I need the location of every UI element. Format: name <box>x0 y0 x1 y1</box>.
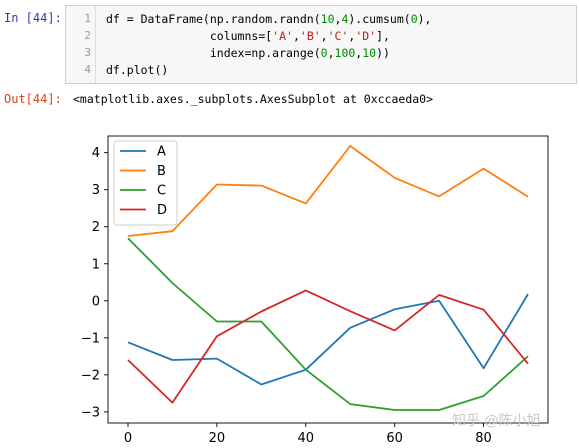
code-token: ).cumsum( <box>348 12 411 26</box>
legend-box <box>113 140 178 226</box>
legend-label-c: C <box>157 184 166 199</box>
code-token: , <box>355 46 363 60</box>
code-token: 'D' <box>355 29 377 43</box>
output-text: <matplotlib.axes._subplots.AxesSubplot a… <box>73 92 434 106</box>
code-line: df.plot() <box>106 62 168 78</box>
y-tick-label: −3 <box>81 405 100 420</box>
series-line-c <box>127 237 529 411</box>
x-tick-label: 20 <box>209 431 226 446</box>
x-tick-label: 60 <box>386 431 403 446</box>
watermark: 知乎 @陈小旭 <box>452 413 541 429</box>
code-token: columns=[ <box>106 29 273 43</box>
legend-label-d: D <box>157 203 167 218</box>
code-token: ], <box>376 29 390 43</box>
y-tick-label: 0 <box>92 294 100 309</box>
code-token: 0 <box>320 46 328 60</box>
line-number: 4 <box>84 63 91 76</box>
code-token: df = DataFrame(np.random.randn( <box>106 12 321 26</box>
code-token: 'C' <box>327 29 349 43</box>
y-tick-label: 1 <box>92 257 100 272</box>
code-token: )) <box>376 46 390 60</box>
y-tick-label: 2 <box>92 220 100 235</box>
legend-label-b: B <box>157 164 166 179</box>
output-prompt: Out[44]: <box>4 92 62 106</box>
code-line: columns=['A','B','C','D'], <box>106 28 390 44</box>
series-line-d <box>127 289 529 404</box>
y-tick-label: 4 <box>92 146 100 161</box>
series-line-b <box>127 145 529 237</box>
x-tick-label: 80 <box>475 431 492 446</box>
code-token: 10 <box>362 46 377 60</box>
legend-label-a: A <box>157 145 166 160</box>
line-number-gutter: 1 2 3 4 <box>66 6 96 83</box>
code-token: , <box>334 12 342 26</box>
code-token: 0 <box>410 12 418 26</box>
line-number: 1 <box>84 12 91 25</box>
code-token: 'A' <box>272 29 293 43</box>
code-token: 'B' <box>299 29 321 43</box>
x-tick-label: 0 <box>124 431 132 446</box>
code-token: 100 <box>334 46 356 60</box>
code-token: , <box>327 46 335 60</box>
code-token: ), <box>417 12 432 26</box>
x-tick-label: 40 <box>298 431 315 446</box>
code-token: df.plot() <box>106 63 169 77</box>
y-tick-label: 3 <box>92 183 100 198</box>
plot-frame <box>107 135 549 424</box>
code-token: 10 <box>320 12 335 26</box>
code-line: df = DataFrame(np.random.randn(10,4).cum… <box>106 11 431 27</box>
line-number: 3 <box>84 46 91 59</box>
code-token: , <box>292 29 300 43</box>
y-tick-label: −1 <box>81 331 100 346</box>
code-token: index=np.arange( <box>106 46 321 60</box>
code-token: , <box>320 29 328 43</box>
code-token: , <box>348 29 356 43</box>
code-line: index=np.arange(0,100,10)) <box>106 45 390 61</box>
y-tick-label: −2 <box>81 368 100 383</box>
series-line-a <box>127 293 529 386</box>
code-token: 4 <box>341 12 349 26</box>
input-prompt: In [44]: <box>4 11 62 25</box>
line-number: 2 <box>84 29 91 42</box>
